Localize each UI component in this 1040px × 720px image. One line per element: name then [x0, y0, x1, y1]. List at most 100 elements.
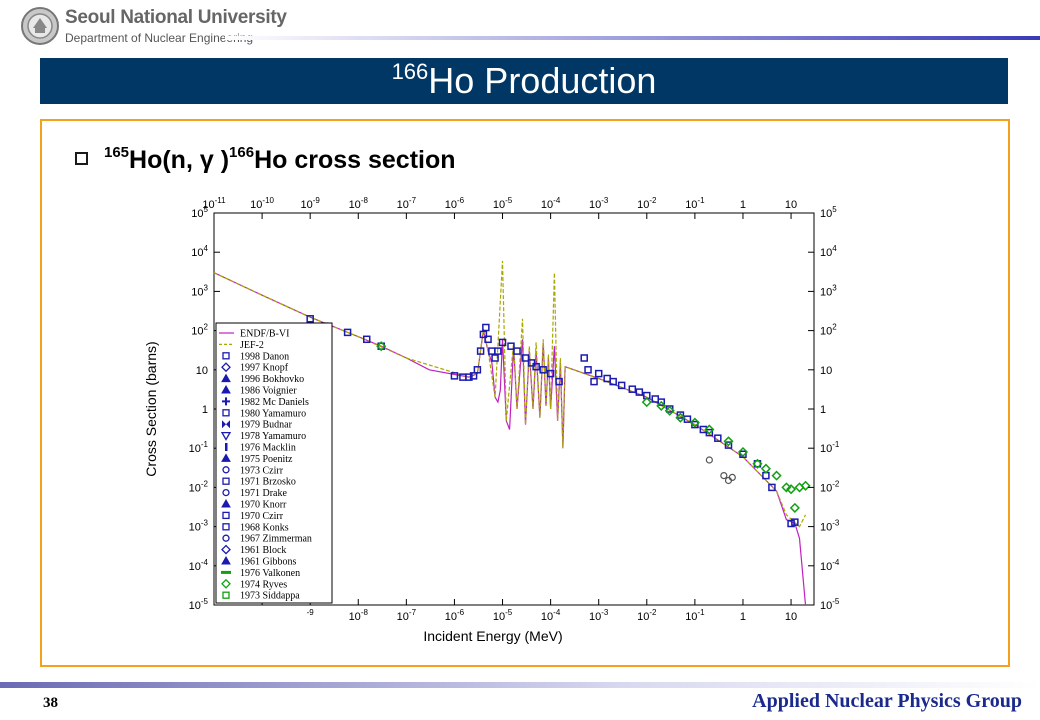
y-tick-right-label: 105: [820, 205, 837, 220]
data-point: [728, 473, 736, 481]
x-tick-bottom-label: 10-4: [541, 608, 561, 623]
x-tick-bottom-label: 10-2: [637, 608, 657, 623]
y-tick-left-label: 102: [191, 323, 208, 338]
subtitle-part1: Ho(n, γ ): [129, 146, 230, 174]
legend-label: 1982 Mc Daniels: [240, 397, 309, 408]
title-mass-number: 166: [391, 59, 429, 84]
data-point: [704, 424, 715, 435]
x-tick-bottom-label: 10: [785, 611, 797, 623]
legend-swatch: [222, 397, 230, 406]
legend-swatch: [221, 570, 231, 574]
legend-label: 1968 Konks: [240, 522, 289, 533]
page-number: 38: [43, 695, 58, 711]
y-tick-right-label: 102: [820, 323, 837, 338]
legend-label: 1986 Voignier: [240, 386, 297, 397]
y-tick-right-label: 10-4: [820, 558, 840, 573]
x-tick-top-label: 10-3: [589, 196, 609, 211]
group-name: Applied Nuclear Physics Group: [752, 690, 1022, 712]
y-tick-right-label: 10-5: [820, 597, 840, 612]
y-tick-right-label: 10: [820, 365, 832, 377]
university-name: Seoul National University: [65, 7, 287, 28]
x-tick-bottom-label: 10-1: [685, 608, 705, 623]
data-point: [494, 347, 502, 355]
department-name: Department of Nuclear Engineering: [65, 31, 254, 45]
data-point: [590, 377, 598, 386]
data-point: [469, 372, 478, 380]
data-point: [641, 397, 652, 408]
data-point: [617, 381, 626, 390]
x-tick-top-label: 10-10: [250, 196, 274, 211]
y-tick-left-label: 10-2: [189, 479, 209, 494]
x-tick-bottom-label: 10-6: [445, 608, 465, 623]
y-tick-left-label: 1: [202, 404, 208, 416]
data-point: [714, 434, 722, 442]
y-tick-left-label: 10-4: [189, 558, 209, 573]
y-tick-left-label: 10-5: [189, 597, 209, 612]
y-tick-left-label: 10-3: [189, 519, 209, 534]
y-tick-right-label: 1: [820, 404, 826, 416]
x-tick-top-label: 10-8: [349, 196, 369, 211]
x-tick-top-label: 10-11: [202, 196, 226, 211]
legend-label: 1980 Yamamuro: [240, 408, 306, 419]
legend-box: [215, 322, 333, 604]
data-point: [450, 372, 459, 380]
legend-swatch: [221, 498, 231, 508]
data-point: [635, 388, 644, 396]
tick-layer: 10-11 10-10 10-9 10-8 10-7 10-6 10-5 10-4 10-3 10…: [189, 196, 840, 623]
data-point: [705, 456, 713, 464]
header-rule: [225, 36, 1040, 40]
x-tick-top-label: 10-7: [397, 196, 417, 211]
legend-label: 1997 Knopf: [240, 363, 289, 374]
data-point: [527, 359, 536, 367]
legend-swatch: [222, 591, 230, 599]
x-axis-label: Incident Energy (MeV): [423, 628, 562, 644]
legend-label: 1976 Macklin: [240, 443, 296, 454]
x-tick-top-label: 1: [740, 199, 746, 211]
x-tick-top-label: 10-1: [685, 196, 705, 211]
title-text: Ho Production: [428, 60, 657, 101]
data-point: [720, 471, 728, 480]
legend-label: 1998 Danon: [240, 351, 289, 362]
data-point: [482, 323, 490, 332]
data-point: [656, 400, 667, 411]
data-point: [362, 335, 371, 344]
data-point: [484, 335, 492, 344]
data-point: [473, 366, 482, 374]
legend-label: 1996 Bokhovko: [240, 374, 304, 385]
data-point: [705, 428, 714, 437]
x-tick-top-label: 10-5: [493, 196, 513, 211]
data-point: [675, 412, 686, 423]
legend-swatch: [222, 523, 230, 531]
university-seal-icon: [21, 7, 59, 45]
data-point: [768, 483, 776, 492]
subtitle-mass1: 165: [104, 144, 130, 161]
x-tick-top-label: 10-4: [541, 196, 561, 211]
legend-swatch: [222, 511, 230, 520]
legend-swatch: [221, 384, 231, 394]
x-tick-bottom-label: 1: [740, 611, 746, 623]
y-tick-right-label: 10-1: [820, 440, 840, 455]
x-tick-bottom-label: -9: [307, 608, 315, 617]
data-point: [664, 405, 675, 416]
data-point: [476, 347, 485, 355]
x-tick-top-label: 10: [785, 199, 797, 211]
data-point: [594, 369, 603, 378]
y-tick-left-label: 104: [191, 244, 208, 259]
content-frame: [40, 119, 1010, 667]
legend-label: 1976 Valkonen: [240, 568, 300, 579]
legend-swatch: [222, 409, 230, 417]
data-point: [584, 366, 592, 374]
x-tick-top-label: 10-2: [637, 196, 657, 211]
legend-swatch: [221, 453, 231, 462]
legend-swatch: [221, 362, 231, 373]
y-tick-right-label: 10-2: [820, 479, 840, 494]
x-tick-top-label: 10-6: [445, 196, 465, 211]
legend-label: 1971 Drake: [240, 488, 287, 499]
data-point: [760, 463, 771, 474]
data-point: [683, 415, 692, 423]
x-tick-top-label: 10-9: [300, 196, 320, 211]
data-point: [752, 458, 763, 469]
y-tick-right-label: 103: [820, 283, 837, 298]
subtitle-mass2: 166: [229, 144, 255, 161]
legend-label: 1961 Gibbons: [240, 557, 297, 568]
